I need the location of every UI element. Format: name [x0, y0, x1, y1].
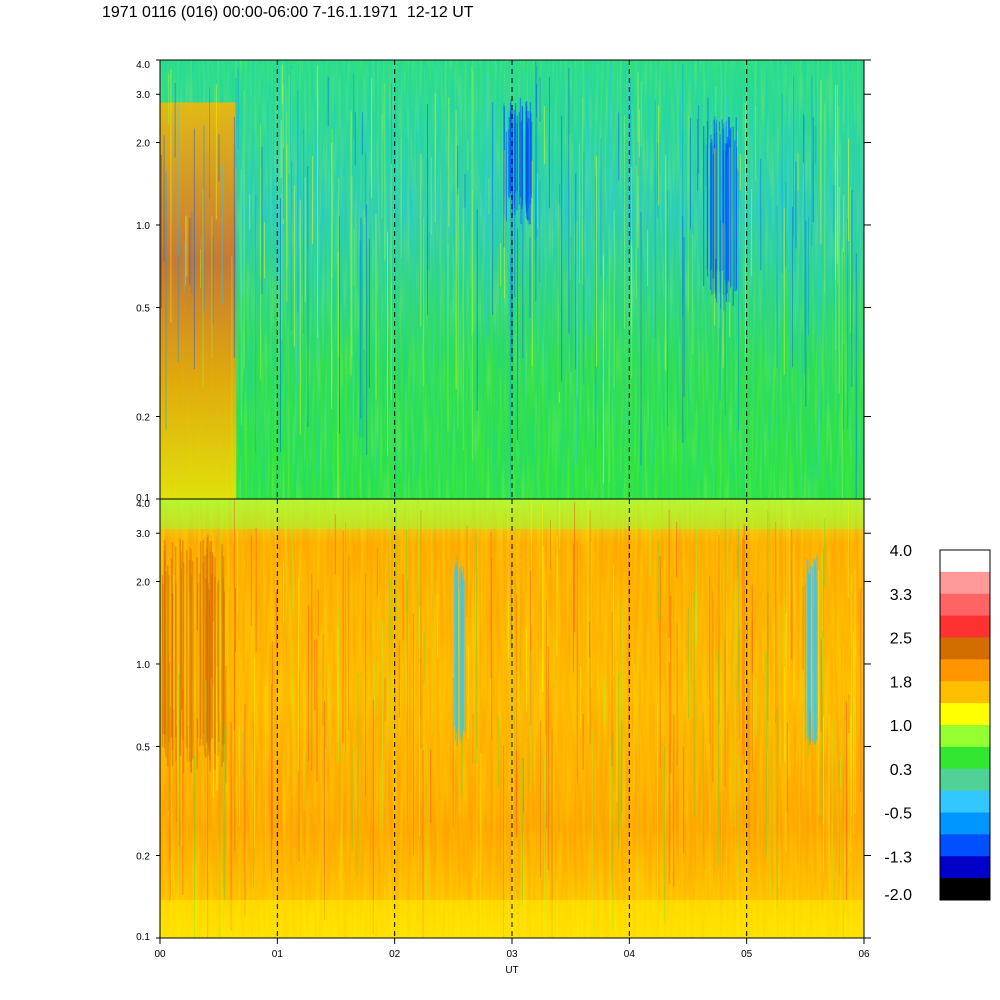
colorbar-label: -1.3	[884, 849, 912, 866]
chart-title: 1971 0116 (016) 00:00-06:00 7-16.1.1971 …	[102, 4, 474, 21]
y-tick-label: 0.1	[136, 932, 150, 943]
y-tick-label: 1.0	[136, 660, 150, 671]
colorbar-swatch	[940, 725, 990, 748]
colorbar-label: 2.5	[890, 631, 912, 648]
colorbar-swatch	[940, 681, 990, 704]
y-tick-label: 0.1	[136, 493, 150, 504]
colorbar-swatch	[940, 834, 990, 857]
x-axis-label: UT	[505, 965, 518, 976]
colorbar-swatch	[940, 812, 990, 835]
colorbar-label: 3.3	[890, 587, 912, 604]
colorbar-frame	[939, 549, 991, 901]
x-tick-label: 01	[272, 949, 284, 960]
colorbar-swatch	[940, 637, 990, 660]
x-tick-label: 00	[154, 949, 166, 960]
colorbar-swatch	[940, 856, 990, 879]
colorbar-label: 0.3	[890, 762, 912, 779]
upper-warm-region	[160, 102, 237, 499]
y-tick-label: 2.0	[136, 138, 150, 149]
colorbar-swatch	[940, 878, 990, 901]
colorbar-swatch	[940, 593, 990, 617]
x-tick-label: 03	[506, 949, 518, 960]
colorbar-swatch	[940, 790, 990, 813]
y-tick-label: 0.5	[136, 303, 150, 314]
y-tick-label: 4.0	[136, 499, 150, 510]
colorbar-swatch	[940, 615, 990, 638]
colorbar-swatch	[940, 571, 990, 595]
x-tick-label: 04	[624, 949, 636, 960]
x-tick-label: 05	[741, 949, 753, 960]
y-tick-label: 0.2	[136, 852, 150, 863]
colorbar-swatch	[940, 659, 990, 682]
colorbar-label: -2.0	[884, 887, 912, 904]
y-tick-label: 2.0	[136, 577, 150, 588]
colorbar-swatch	[940, 703, 990, 726]
colorbar-label: -0.5	[884, 806, 912, 823]
colorbar-swatch	[940, 768, 990, 792]
y-tick-label: 0.2	[136, 413, 150, 424]
colorbar-label: 4.0	[890, 543, 912, 560]
y-tick-label: 1.0	[136, 221, 150, 232]
colorbar-label: 1.0	[890, 718, 912, 735]
x-tick-label: 02	[389, 949, 401, 960]
y-tick-label: 3.0	[136, 529, 150, 540]
colorbar-swatch	[940, 746, 990, 770]
y-tick-label: 4.0	[136, 60, 150, 71]
x-tick-label: 06	[858, 949, 870, 960]
y-tick-label: 0.5	[136, 742, 150, 753]
colorbar-label: 1.8	[890, 674, 912, 691]
colorbar-swatch	[940, 550, 990, 573]
y-tick-label: 3.0	[136, 90, 150, 101]
